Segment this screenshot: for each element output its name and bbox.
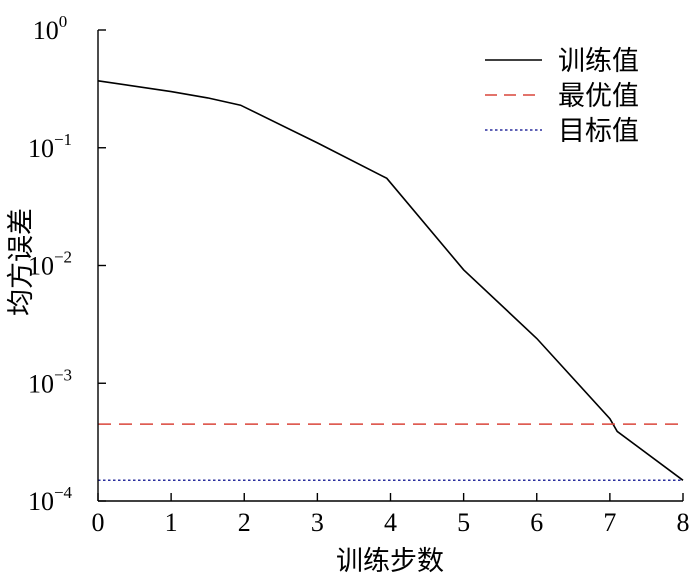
- y-tick-label: 10−4: [28, 483, 73, 516]
- x-tick-label: 7: [603, 508, 616, 537]
- x-tick-label: 0: [92, 508, 105, 537]
- x-tick-label: 1: [165, 508, 178, 537]
- axes: 0 1 2 3 4 5 6 7 8 100 10−1 10−2 10−3 10−4: [28, 12, 690, 537]
- x-tick-label: 3: [311, 508, 324, 537]
- series-line-1: [97, 80, 684, 481]
- x-tick-label: 6: [530, 508, 543, 537]
- y-tick-label: 10−3: [28, 365, 72, 398]
- y-tick-label: 100: [33, 12, 68, 45]
- legend-label-1: 训练值: [558, 46, 639, 77]
- x-tick-label: 4: [384, 508, 397, 537]
- x-tick-label: 5: [457, 508, 470, 537]
- x-tick-label: 8: [677, 508, 690, 537]
- plot-area: [97, 80, 684, 482]
- x-axis-title: 训练步数: [336, 546, 444, 577]
- legend-label-3: 目标值: [558, 116, 639, 147]
- y-tick-label: 10−2: [28, 248, 72, 281]
- y-tick-label: 10−1: [28, 130, 72, 163]
- x-tick-label: 2: [238, 508, 251, 537]
- legend-label-2: 最优值: [558, 81, 639, 112]
- y-axis-title: 均方误差: [6, 208, 37, 316]
